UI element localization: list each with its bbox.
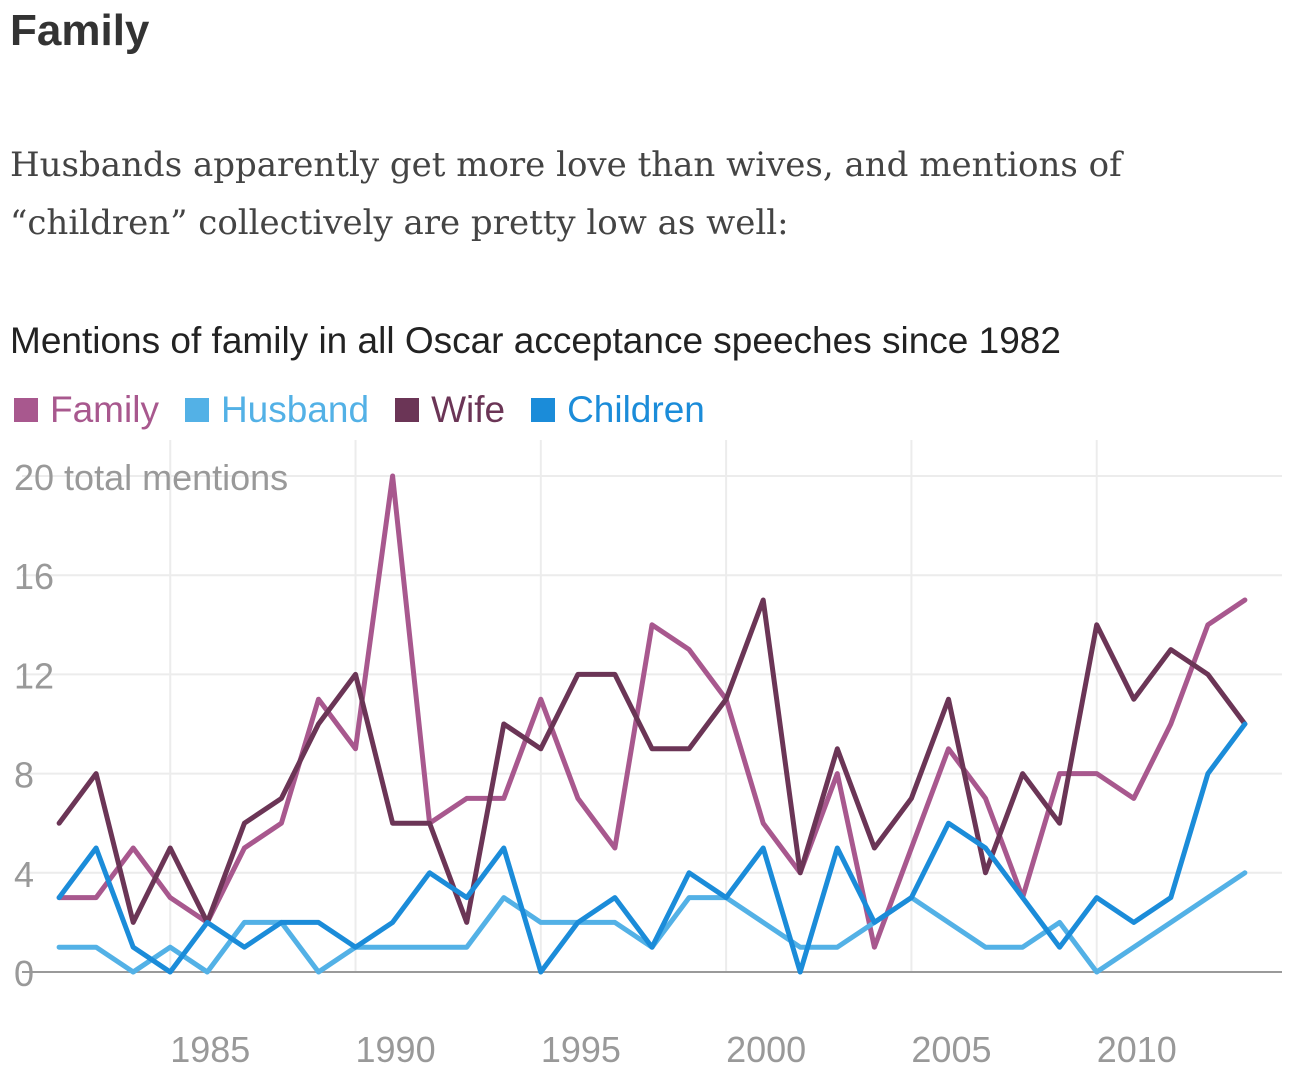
series-line-family: [56, 473, 1248, 950]
series-line-children: [56, 721, 1248, 975]
y-tick-label: 20 total mentions: [14, 457, 288, 498]
legend-item-husband: Husband: [184, 389, 370, 431]
legend-swatch-husband: [184, 398, 209, 422]
legend-swatch-children: [531, 398, 556, 422]
series-line-husband: [56, 870, 1248, 975]
x-tick-label: 2000: [726, 1029, 806, 1070]
chart-legend: Family Husband Wife Children: [14, 389, 731, 431]
x-tick-label: 1985: [170, 1029, 250, 1070]
x-tick-label: 2005: [911, 1029, 991, 1070]
y-tick-label: 0: [14, 953, 34, 994]
intro-paragraph: Husbands apparently get more love than w…: [10, 145, 1122, 243]
article-heading: Family: [10, 6, 150, 55]
legend-label-husband: Husband: [220, 389, 370, 430]
x-tick-label: 2010: [1097, 1029, 1177, 1070]
legend-label-family: Family: [50, 389, 159, 430]
x-tick-label: 1990: [356, 1029, 436, 1070]
x-tick-label: 1995: [541, 1029, 621, 1070]
legend-label-wife: Wife: [431, 389, 506, 430]
legend-item-wife: Wife: [395, 389, 505, 431]
legend-item-children: Children: [531, 389, 705, 431]
legend-label-children: Children: [567, 389, 705, 430]
y-tick-label: 16: [14, 556, 54, 597]
y-tick-label: 12: [14, 655, 54, 696]
legend-item-family: Family: [14, 389, 159, 431]
legend-swatch-family: [14, 398, 38, 422]
legend-swatch-wife: [395, 398, 420, 422]
chart-title: Mentions of family in all Oscar acceptan…: [10, 320, 1061, 361]
series-line-wife: [56, 597, 1248, 925]
y-tick-label: 8: [14, 755, 34, 796]
y-tick-label: 4: [14, 854, 34, 895]
